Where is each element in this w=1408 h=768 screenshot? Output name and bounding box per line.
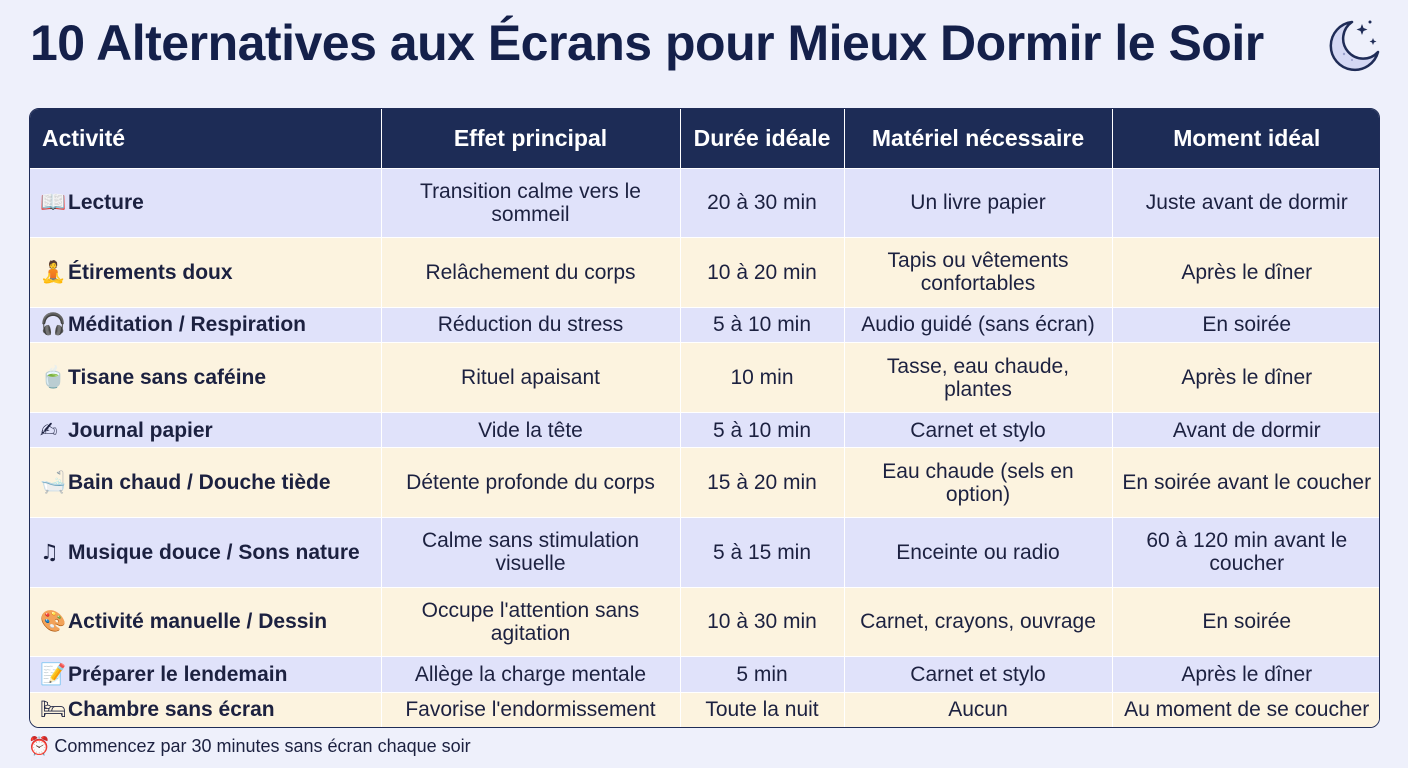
table-row: ♫ Musique douce / Sons nature Calme sans s… (30, 516, 1379, 588)
activity-label: Chambre sans écran (68, 698, 275, 722)
table-row: 🍵Tisane sans caféine Rituel apaisant 10 mi… (30, 342, 1379, 413)
activity-label: Bain chaud / Douche tiède (68, 471, 331, 495)
cell-activity: 🛁Bain chaud / Douche tiède (30, 447, 382, 518)
cell-effect: Détente profonde du corps (381, 447, 681, 518)
cell-effect: Occupe l'attention sans agitation (381, 586, 681, 657)
cell-material: Audio guidé (sans écran) (844, 306, 1113, 343)
cell-activity: 📖Lecture (30, 167, 382, 238)
cell-material: Aucun (844, 691, 1113, 727)
column-header-effect: Effet principal (381, 109, 681, 168)
cell-moment: Après le dîner (1112, 237, 1379, 308)
table-row: 📝Préparer le lendemain Allège la charge m… (30, 656, 1379, 693)
cell-activity: 🎨Activité manuelle / Dessin (30, 586, 382, 657)
crescent-moon-stars-icon (1329, 20, 1380, 72)
cell-activity: ✍ Journal papier (30, 411, 382, 448)
cell-moment: Avant de dormir (1112, 411, 1379, 448)
footer-text: Commencez par 30 minutes sans écran chaq… (54, 736, 471, 756)
column-header-activity: Activité (30, 109, 382, 168)
activity-label: Musique douce / Sons nature (68, 540, 360, 564)
cell-moment: 60 à 120 min avant le coucher (1112, 516, 1379, 588)
open-book-icon: 📖 (40, 190, 67, 215)
cell-effect: Transition calme vers le sommeil (381, 167, 681, 238)
cell-material: Tapis ou vêtements confortables (844, 237, 1113, 308)
cell-duration: 10 à 30 min (680, 586, 845, 657)
cell-material: Un livre papier (844, 167, 1113, 238)
bed-icon: 🛏 (40, 697, 67, 722)
cell-effect: Vide la tête (381, 411, 681, 448)
cell-moment: En soirée (1112, 306, 1379, 343)
activity-label: Méditation / Respiration (68, 313, 307, 337)
table-row: 🛁Bain chaud / Douche tiède Détente profon… (30, 447, 1379, 518)
table-row: 📖Lecture Transition calme vers le sommeil… (30, 167, 1379, 238)
cell-activity: 🍵Tisane sans caféine (30, 342, 382, 413)
cell-activity: 🛏Chambre sans écran (30, 691, 382, 727)
cell-moment: En soirée avant le coucher (1112, 447, 1379, 518)
cell-duration: Toute la nuit (680, 691, 845, 727)
activity-label: Préparer le lendemain (68, 662, 288, 686)
activity-label: Activité manuelle / Dessin (68, 610, 328, 634)
tea-cup-icon: 🍵 (40, 365, 67, 390)
bathtub-icon: 🛁 (40, 470, 67, 495)
alarm-clock-icon: ⏰ (28, 736, 51, 757)
column-header-material: Matériel nécessaire (844, 109, 1113, 168)
activity-label: Tisane sans caféine (68, 366, 267, 390)
cell-material: Eau chaude (sels en option) (844, 447, 1113, 518)
column-header-moment: Moment idéal (1112, 109, 1379, 168)
cell-material: Carnet et stylo (844, 656, 1113, 693)
table-row: 🎧Méditation / Respiration Réduction du st… (30, 306, 1379, 343)
cell-activity: 📝Préparer le lendemain (30, 656, 382, 693)
table-row: 🎨Activité manuelle / Dessin Occupe l'atte… (30, 586, 1379, 657)
cell-duration: 5 à 10 min (680, 411, 845, 448)
headphones-icon: 🎧 (40, 312, 67, 337)
cell-material: Carnet, crayons, ouvrage (844, 586, 1113, 657)
cell-effect: Rituel apaisant (381, 342, 681, 413)
cell-duration: 15 à 20 min (680, 447, 845, 518)
footer-tip: ⏰ Commencez par 30 minutes sans écran cha… (28, 736, 471, 757)
cell-activity: 🎧Méditation / Respiration (30, 306, 382, 343)
cell-effect: Relâchement du corps (381, 237, 681, 308)
cell-activity: 🧘Étirements doux (30, 237, 382, 308)
person-yoga-icon: 🧘 (40, 259, 67, 284)
cell-material: Enceinte ou radio (844, 516, 1113, 588)
cell-duration: 5 à 10 min (680, 306, 845, 343)
cell-activity: ♫ Musique douce / Sons nature (30, 516, 382, 588)
cell-moment: Après le dîner (1112, 656, 1379, 693)
cell-effect: Favorise l'endormissement (381, 691, 681, 727)
cell-material: Carnet et stylo (844, 411, 1113, 448)
writing-hand-icon: ✍ (40, 417, 58, 442)
cell-duration: 20 à 30 min (680, 167, 845, 238)
cell-effect: Réduction du stress (381, 306, 681, 343)
table-row: ✍ Journal papier Vide la tête 5 à 10 min Car… (30, 411, 1379, 448)
cell-duration: 5 min (680, 656, 845, 693)
cell-moment: En soirée (1112, 586, 1379, 657)
memo-icon: 📝 (40, 661, 67, 686)
activities-table: Activité Effet principal Durée idéale Ma… (29, 108, 1380, 728)
table-row: 🧘Étirements doux Relâchement du corps 10 à… (30, 237, 1379, 308)
cell-moment: Au moment de se coucher (1112, 691, 1379, 727)
cell-effect: Allège la charge mentale (381, 656, 681, 693)
table-header-row: Activité Effet principal Durée idéale Ma… (30, 109, 1379, 168)
cell-material: Tasse, eau chaude, plantes (844, 342, 1113, 413)
cell-moment: Juste avant de dormir (1112, 167, 1379, 238)
cell-moment: Après le dîner (1112, 342, 1379, 413)
cell-duration: 5 à 15 min (680, 516, 845, 588)
music-note-icon: ♫ (40, 539, 59, 564)
activity-label: Journal papier (68, 418, 213, 442)
activity-label: Étirements doux (68, 260, 233, 284)
cell-effect: Calme sans stimulation visuelle (381, 516, 681, 588)
cell-duration: 10 à 20 min (680, 237, 845, 308)
cell-duration: 10 min (680, 342, 845, 413)
column-header-duration: Durée idéale (680, 109, 845, 168)
table-row: 🛏Chambre sans écran Favorise l'endormisse… (30, 691, 1379, 727)
artist-palette-icon: 🎨 (40, 609, 67, 634)
activity-label: Lecture (68, 191, 144, 215)
page-title: 10 Alternatives aux Écrans pour Mieux Do… (30, 15, 1264, 71)
